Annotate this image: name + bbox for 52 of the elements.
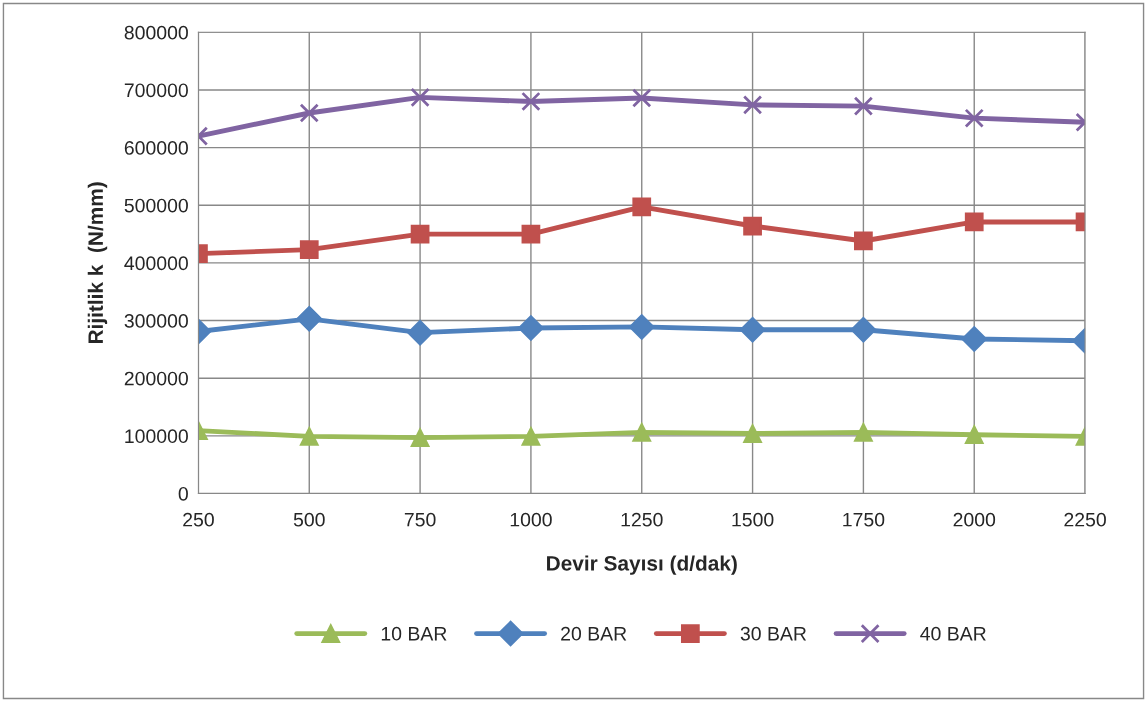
legend-label: 20 BAR [561,626,627,641]
x-axis-title: Devir Sayısı (d/dak) [547,555,737,575]
point [964,212,984,232]
y-tick-label: 600000 [124,141,188,155]
point [743,216,762,236]
x-tick-label: 1000 [510,512,552,527]
point [628,314,655,340]
y-tick-label: 0 [178,486,188,501]
point [632,88,652,108]
legend-label: 10 BAR [381,626,447,641]
point [521,427,541,446]
point [407,319,433,346]
point [296,306,323,332]
y-axis-title: Rijitlik k (N/mm) [87,182,108,344]
point [853,96,874,116]
y-tick-label: 100000 [125,429,188,444]
point [850,316,877,343]
point [632,197,652,217]
point [964,108,984,128]
x-tick-label: 250 [183,512,214,527]
x-tick-label: 1500 [732,512,774,527]
point [632,423,652,442]
x-tick-label: 750 [404,512,436,527]
point [410,224,430,244]
point [518,315,544,341]
point [742,95,763,115]
x-tick-label: 2000 [953,512,996,527]
point [299,240,319,260]
point [410,87,430,108]
point [743,424,762,443]
x-tick-label: 2250 [1064,512,1106,527]
legend-label: 40 BAR [920,626,986,641]
x-tick-label: 500 [293,512,325,527]
point [854,423,873,442]
point [961,326,988,352]
point [521,91,541,112]
y-tick-label: 200000 [124,371,188,386]
point [854,231,873,251]
legend-label: 30 BAR [740,626,807,641]
point [410,428,430,447]
y-tick-label: 800000 [124,25,188,40]
point [964,425,984,445]
x-tick-label: 1250 [621,512,663,527]
y-tick-label: 300000 [124,314,188,328]
y-tick-label: 400000 [124,256,188,271]
y-tick-label: 500000 [124,198,188,213]
point [739,316,766,343]
y-tick-label: 700000 [124,83,188,98]
point [299,427,319,446]
point [299,103,319,123]
x-tick-label: 1750 [843,512,885,527]
point [521,224,541,244]
